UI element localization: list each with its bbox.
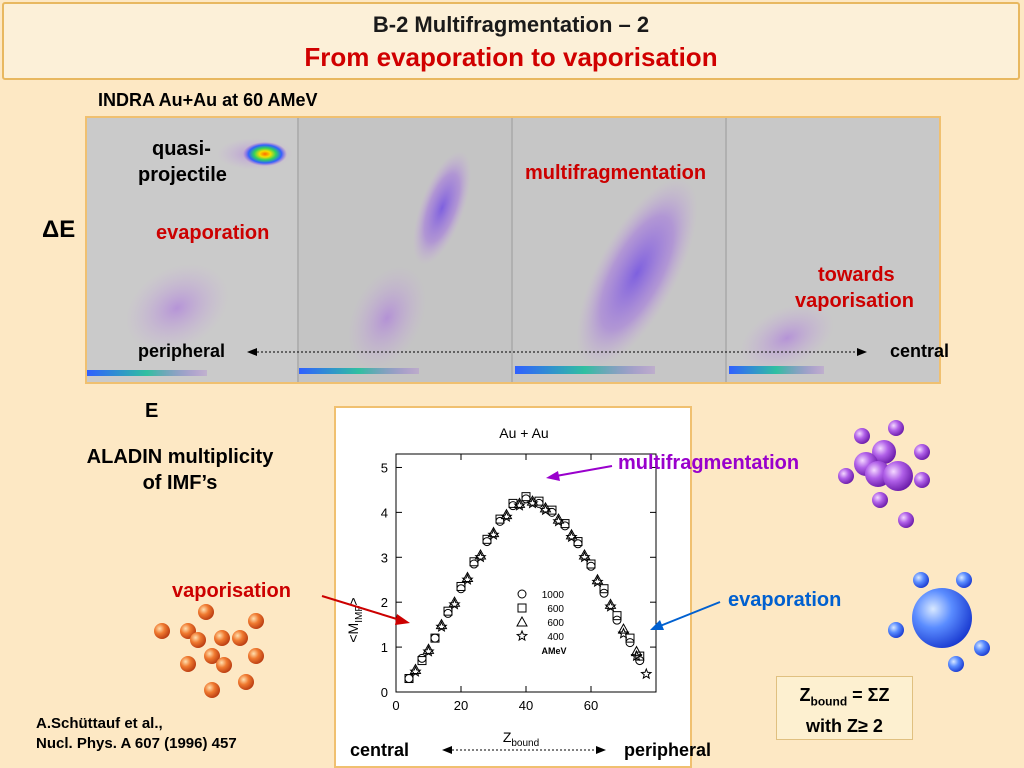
data-point-series-1	[404, 674, 414, 684]
label-quasi-line1: quasi-	[152, 138, 211, 160]
label-vaporisation-indra: vaporisation	[795, 290, 914, 312]
label-central-bottom: central	[350, 740, 410, 760]
chart-ylabel: <MIMF>	[345, 597, 365, 642]
data-point-series-3	[409, 665, 422, 677]
slide-subtitle: From evaporation to vaporisation	[304, 42, 718, 72]
label-vaporisation: vaporisation	[172, 580, 291, 602]
data-point-series-3	[552, 515, 565, 527]
label-towards: towards	[818, 264, 895, 286]
aladin-label-line1: ALADIN multiplicity	[86, 446, 274, 468]
x-tick-label: 60	[584, 698, 598, 713]
vaporisation-spheres-icon	[154, 604, 264, 698]
y-tick-label: 5	[381, 460, 388, 475]
legend-label-0: 1000	[542, 590, 565, 601]
data-point-series-3	[640, 667, 653, 680]
arrow-vaporisation	[321, 595, 401, 621]
data-point-series-2	[617, 623, 630, 634]
evaporation-spheres-icon	[888, 572, 990, 672]
zbound-line2: with Z≥ 2	[806, 715, 883, 736]
x-tick-label: 0	[392, 698, 399, 713]
legend-marker-2	[516, 615, 528, 627]
data-point-series-1	[482, 534, 492, 544]
chart-xlabel: Zbound	[503, 729, 539, 749]
data-point-series-1	[612, 611, 622, 621]
delta-e-label: ΔE	[42, 216, 76, 243]
title-box: B-2 Multifragmentation – 2 From evaporat…	[2, 2, 1020, 80]
label-quasi-line2: projectile	[138, 164, 227, 186]
data-point-series-3	[487, 528, 500, 541]
reference-line2: Nucl. Phys. A 607 (1996) 457	[36, 735, 237, 752]
legend-label-3: 400	[547, 632, 564, 643]
data-point-series-3	[526, 497, 539, 509]
label-peripheral-bottom: peripheral	[624, 740, 712, 760]
legend-marker-1	[517, 603, 527, 613]
zbound-definition-box: Zbound = ΣZ with Z≥ 2	[776, 676, 913, 740]
data-point-series-3	[513, 499, 526, 511]
data-point-series-3	[422, 645, 435, 657]
legend-label-2: 600	[547, 618, 564, 629]
e-axis-label: E	[145, 400, 159, 422]
data-point-series-1	[599, 584, 609, 594]
data-point-series-2	[630, 645, 643, 657]
indra-scatter-image	[87, 118, 939, 382]
zbound-line1: Zbound = ΣZ	[799, 685, 890, 709]
data-point-series-3	[539, 503, 552, 516]
data-point-series-1	[625, 633, 635, 643]
data-point-series-1	[430, 633, 440, 643]
label-multifragmentation: multifragmentation	[618, 452, 800, 474]
data-point-series-3	[604, 600, 617, 612]
chart-title: Au + Au	[499, 425, 548, 441]
data-point-series-3	[617, 627, 630, 639]
data-point-series-3	[500, 510, 513, 522]
legend-marker-0	[517, 589, 527, 599]
indra-scatter-panel	[85, 116, 941, 384]
aladin-label: ALADIN multiplicity of IMF’s	[60, 444, 300, 496]
data-point-series-1	[521, 492, 531, 502]
reference-line1: A.Schüttauf et al.,	[36, 715, 163, 732]
arrow-multifragmentation	[555, 465, 613, 477]
indra-heading: INDRA Au+Au at 60 AMeV	[98, 90, 318, 110]
data-point-series-1	[573, 537, 583, 547]
label-multifragmentation-indra: multifragmentation	[525, 162, 707, 184]
y-tick-label: 0	[381, 685, 388, 700]
data-point-series-3	[435, 620, 448, 632]
legend-label-1: 600	[547, 604, 564, 615]
data-point-series-3	[565, 530, 578, 543]
aladin-label-line2: of IMF’s	[142, 472, 218, 494]
data-point-series-1	[443, 606, 453, 616]
data-point-series-3	[591, 575, 604, 588]
multifragmentation-spheres-icon	[838, 420, 930, 528]
data-point-series-1	[469, 557, 479, 567]
y-tick-label: 3	[381, 550, 388, 565]
data-point-series-3	[578, 550, 591, 563]
data-point-series-1	[586, 559, 596, 569]
label-evaporation-indra: evaporation	[156, 222, 270, 244]
label-central-indra: central	[890, 341, 950, 361]
x-tick-label: 40	[519, 698, 533, 713]
aladin-chart: Au + Au 0 20 40 60 0 1 2 3 4 5 1000 600 600 400 AMeV …	[334, 406, 692, 768]
data-point-series-3	[448, 598, 461, 610]
label-peripheral-indra: peripheral	[138, 341, 226, 361]
y-tick-label: 1	[381, 640, 388, 655]
reference: A.Schüttauf et al., Nucl. Phys. A 607 (1…	[36, 714, 237, 754]
legend-marker-3	[515, 629, 529, 642]
y-tick-label: 2	[381, 595, 388, 610]
arrow-evaporation	[659, 601, 721, 627]
data-point-series-3	[474, 550, 487, 563]
data-point-series-1	[417, 656, 427, 666]
legend-unit: AMeV	[541, 646, 566, 656]
data-point-series-1	[456, 581, 466, 591]
data-point-series-3	[630, 649, 643, 662]
data-point-series-3	[461, 573, 474, 585]
label-evaporation: evaporation	[728, 589, 842, 611]
x-tick-label: 20	[454, 698, 468, 713]
slide-title: B-2 Multifragmentation – 2	[372, 12, 650, 37]
y-tick-label: 4	[381, 505, 388, 520]
